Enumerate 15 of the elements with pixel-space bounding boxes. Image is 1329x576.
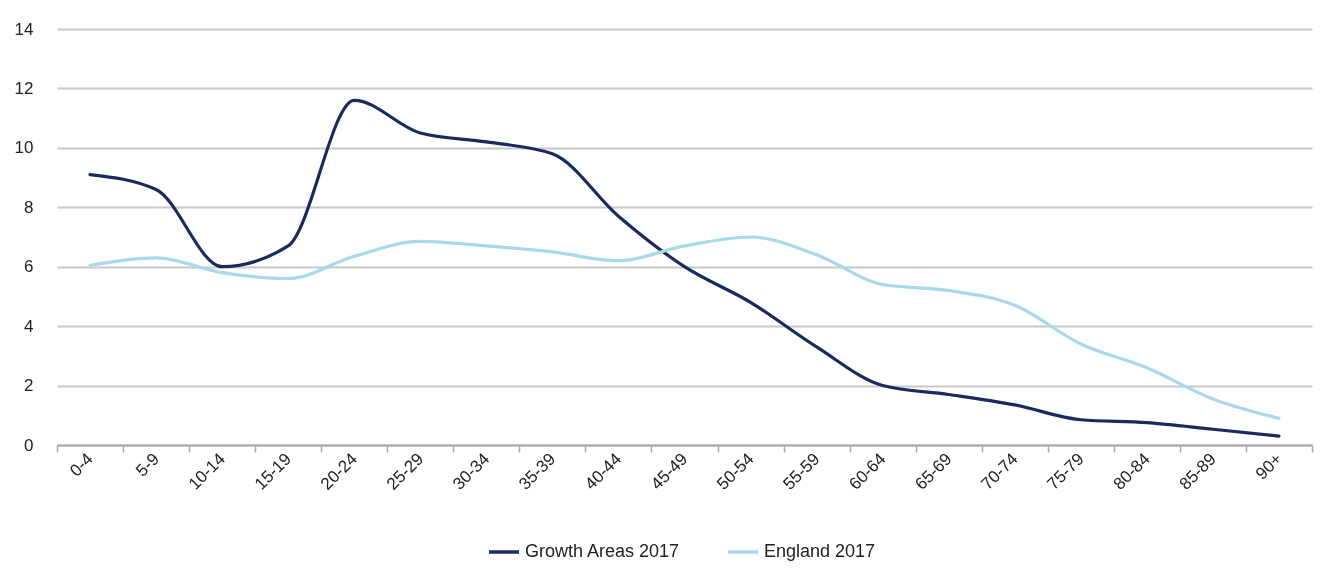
y-tick-label: 0	[24, 435, 34, 455]
x-tick-label: 90+	[1252, 449, 1286, 484]
x-tick-label: 5-9	[132, 449, 163, 481]
line-series	[88, 235, 1281, 420]
y-tick-label: 4	[24, 316, 34, 336]
x-tick-label: 0-4	[66, 449, 97, 481]
y-tick-label: 14	[14, 19, 34, 39]
y-tick-label: 2	[24, 376, 34, 396]
y-tick-label: 8	[24, 197, 34, 217]
line-series	[88, 98, 1281, 438]
legend-label: Growth Areas 2017	[525, 541, 680, 561]
legend-label: England 2017	[764, 541, 876, 561]
y-tick-label: 10	[14, 138, 34, 158]
y-tick-label: 12	[14, 78, 34, 98]
y-tick-label: 6	[24, 257, 34, 277]
